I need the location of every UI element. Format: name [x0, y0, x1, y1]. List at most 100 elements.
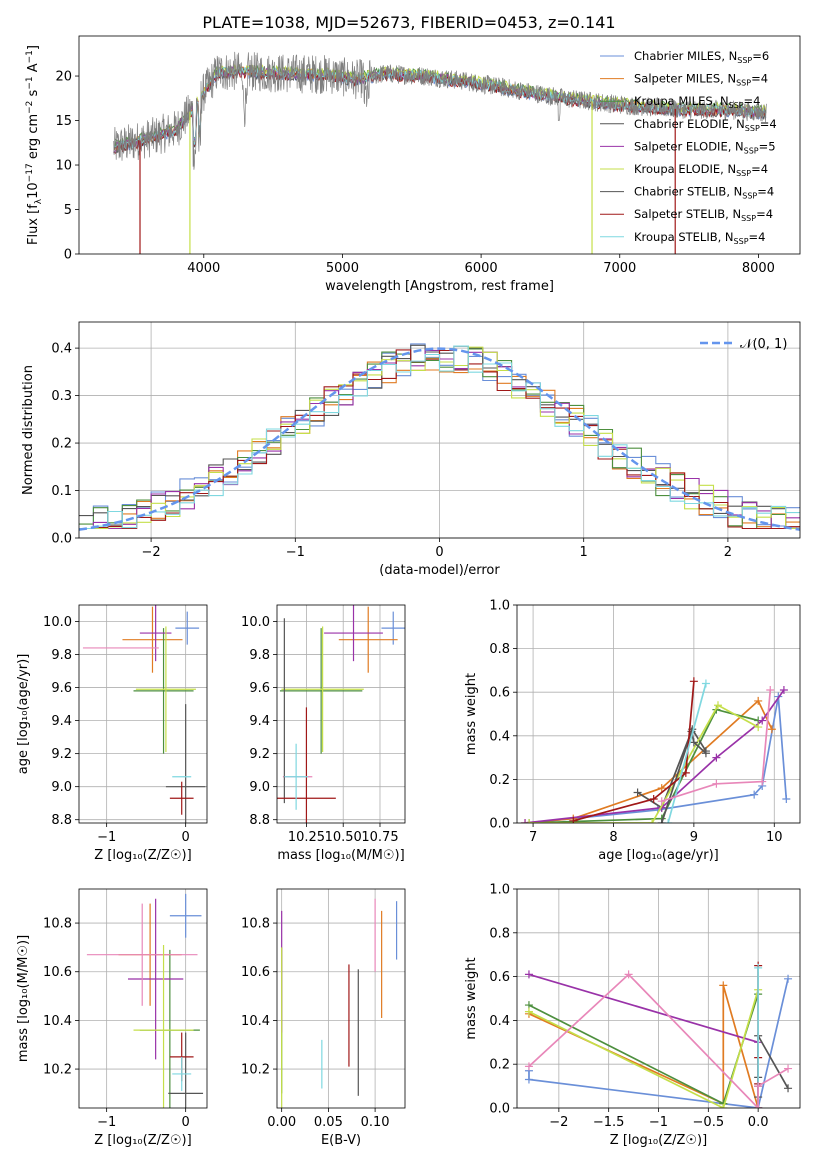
y-tick-label: 1.0 [489, 599, 510, 614]
axes-frame [276, 888, 406, 1109]
y-tick-label: 1.0 [489, 883, 510, 898]
legend-entry: Salpeter ELODIE, NSSP=5 [634, 139, 776, 155]
y-tick-label: 0.8 [489, 642, 510, 657]
legend-entry: Kroupa STELIB, NSSP=4 [634, 230, 765, 246]
x-tick-label: −2 [549, 1115, 568, 1130]
weight-series-line [667, 683, 707, 823]
axes-frame [516, 888, 801, 1109]
y-tick-label: 9.0 [249, 780, 270, 795]
axes-frame [276, 604, 406, 824]
weight-point [681, 768, 690, 777]
x-tick-label: −2 [142, 545, 161, 560]
weight-point [754, 963, 763, 972]
y-label-part: s [26, 89, 41, 100]
y-tick-label: 10.6 [241, 965, 270, 980]
weight-point [569, 816, 578, 823]
axes-weight_vs_Z: −2 −1.5 −1 −0.5 0.0 0.0 0.2 0.4 0.6 0.8 1.0 Z [log₁… [464, 883, 801, 1148]
weight-point [689, 738, 698, 747]
observed-spectrum-line [113, 51, 768, 170]
legend-tail: =4 [751, 72, 768, 86]
y-tick-label: 8.8 [249, 813, 270, 828]
weight-point [779, 686, 788, 695]
weight-series-line [661, 689, 772, 803]
y-tick-label: 10.6 [43, 965, 72, 980]
y-tick-label: 9.8 [51, 648, 72, 663]
axes-weight_vs_age: 7 8 9 10 0.0 0.2 0.4 0.6 0.8 1.0 age [log₁₀(age/yr… [464, 599, 801, 863]
legend-tail: =4 [749, 230, 766, 244]
x-tick-label: 0.0 [748, 1115, 769, 1130]
plot-area [113, 51, 768, 254]
weight-point [758, 777, 767, 786]
x-tick-label: 10.75 [361, 830, 398, 845]
legend-sub: SSP [729, 101, 744, 110]
weight-point [701, 749, 710, 758]
x-axis-label: Z [log₁₀(Z/Z☉)] [94, 1133, 191, 1148]
weight-point [524, 1075, 533, 1084]
plot-area [521, 677, 791, 823]
y-tick-label: 0.4 [51, 342, 72, 357]
y-tick-label: 9.6 [51, 681, 72, 696]
y-tick-label: 0.4 [489, 729, 510, 744]
legend-tail: =4 [744, 94, 761, 108]
legend-text: Salpeter STELIB, N [634, 207, 741, 221]
legend-text: Kroupa ELODIE, N [634, 162, 736, 176]
y-label-part: −1 [25, 76, 35, 89]
weight-point [524, 970, 533, 979]
x-tick-label: 1 [580, 545, 588, 560]
x-tick-label: 10 [766, 830, 783, 845]
y-tick-label: 0.0 [489, 1102, 510, 1117]
weight-point [649, 795, 658, 804]
y-label-part: A [26, 63, 41, 76]
x-tick-label: 2 [724, 545, 732, 560]
legend-text: Chabrier ELODIE, N [634, 117, 745, 131]
legend-entry: 𝒩(0, 1) [740, 337, 787, 352]
y-tick-label: 10.0 [241, 615, 270, 630]
weight-point [657, 819, 666, 823]
legend-text: Salpeter ELODIE, N [634, 139, 744, 153]
x-tick-label: 9 [690, 830, 698, 845]
x-tick-label: 6000 [465, 261, 498, 276]
weight-series-line [529, 696, 788, 823]
legend-sub: SSP [742, 192, 757, 201]
axes-frame [78, 35, 801, 255]
legend-entry: Chabrier ELODIE, NSSP=4 [634, 117, 777, 133]
x-tick-label: 5000 [326, 261, 359, 276]
legend-sub: SSP [737, 56, 752, 65]
legend-tail: =5 [759, 139, 776, 153]
legend-sub: SSP [736, 169, 751, 178]
legend-tail: =6 [752, 49, 769, 63]
axes-mass_vs_ebv: 0.00 0.05 0.10 10.2 10.4 10.6 10.8 E(B-V) [241, 888, 406, 1148]
y-tick-label: 0.2 [51, 437, 72, 452]
x-tick-label: 0 [182, 830, 190, 845]
histogram-step [79, 345, 800, 530]
y-tick-label: 0.6 [489, 686, 510, 701]
y-tick-label: 10.4 [43, 1014, 72, 1029]
weight-point [784, 1084, 793, 1093]
x-tick-label: −1 [649, 1115, 668, 1130]
weight-point [521, 819, 530, 823]
weight-point [767, 725, 776, 734]
legend-tail: =4 [751, 162, 768, 176]
weight-point [712, 753, 721, 762]
x-axis-label: E(B-V) [321, 1133, 361, 1148]
legend-tail: =4 [757, 185, 774, 199]
x-tick-label: 0.00 [267, 1115, 296, 1130]
weight-point [664, 819, 673, 823]
weight-point [784, 1064, 793, 1073]
axes-age_vs_Z: −1 0 8.8 9.0 9.2 9.4 9.6 9.8 10.0 Z [log₁₀(Z/Z☉)]… [16, 604, 208, 863]
weight-point [766, 686, 775, 695]
weight-point [689, 677, 698, 686]
y-label-part: −1 [25, 50, 35, 63]
y-tick-label: 0.2 [489, 773, 510, 788]
weight-point [648, 819, 657, 823]
legend-sub: SSP [744, 146, 759, 155]
y-tick-label: 0.3 [51, 389, 72, 404]
plot-area [524, 961, 793, 1108]
y-tick-label: 9.6 [249, 681, 270, 696]
x-tick-label: −0.5 [693, 1115, 725, 1130]
axes-frame [78, 604, 208, 824]
weight-series-line [528, 989, 759, 1108]
weight-point [784, 974, 793, 983]
y-tick-label: 20 [55, 70, 72, 85]
x-tick-label: 0.10 [361, 1115, 390, 1130]
